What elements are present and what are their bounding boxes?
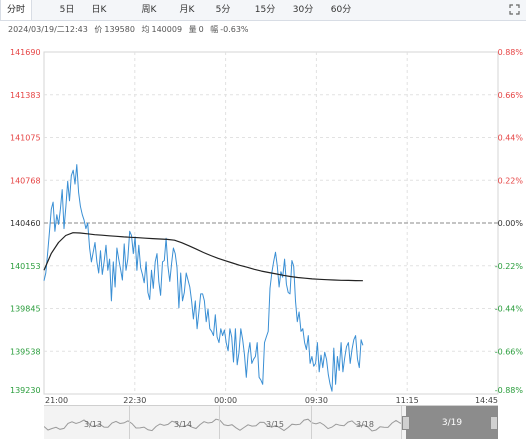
avg-label: 均 [141, 25, 150, 34]
tab-15min[interactable]: 15分 [254, 5, 276, 15]
percent-tick-label: -0.88% [495, 386, 524, 395]
change-value: -0.63% [220, 25, 249, 34]
percent-tick-label: 0.66% [498, 91, 524, 100]
tab-5day[interactable]: 5日 [59, 5, 75, 15]
tab-monthly-k[interactable]: 月K [179, 5, 195, 15]
percent-tick-label: -0.44% [495, 305, 524, 314]
price-tick-label: 139845 [10, 305, 41, 314]
percent-tick-label: 0.88% [498, 48, 524, 57]
time-tick-label: 14:45 [475, 396, 498, 405]
time-tick-label: 21:00 [45, 396, 68, 405]
change-label: 幅 [210, 25, 219, 34]
volume-value: 0 [198, 25, 204, 34]
tab-60min[interactable]: 60分 [330, 5, 352, 15]
navigator-right-handle[interactable] [490, 416, 498, 430]
price-tick-label: 139538 [10, 347, 41, 356]
average-price-line [43, 232, 363, 282]
navigator-date-label: 3/15 [266, 420, 284, 429]
tab-30min[interactable]: 30分 [292, 5, 314, 15]
tab-weekly-k[interactable]: 周K [141, 5, 157, 15]
price-tick-label: 140460 [10, 219, 41, 228]
percent-tick-label: -0.66% [495, 347, 524, 356]
navigator-day-separator [401, 406, 402, 439]
period-tab-bar: 分时 5日 日K 周K 月K 5分 15分 30分 60分 [0, 0, 526, 21]
price-tick-label: 139230 [10, 386, 41, 395]
price-value: 139580 [104, 25, 135, 34]
avg-value: 140009 [151, 25, 183, 34]
tab-daily-k[interactable]: 日K [91, 5, 107, 15]
intraday-price-chart[interactable]: 141690 0.88% 141383 0.66% 141075 0.44% 140768 0… [0, 0, 526, 405]
volume-label: 量 [188, 25, 197, 34]
percent-tick-label: 0.00% [498, 219, 524, 228]
time-tick-label: 22:30 [123, 396, 146, 405]
price-tick-label: 141690 [10, 48, 41, 57]
price-tick-label: 141383 [10, 91, 41, 100]
navigator-date-label: 3/13 [84, 420, 102, 429]
tab-intraday[interactable]: 分时 [0, 0, 32, 20]
navigator-date-label: 3/14 [174, 420, 192, 429]
price-tick-label: 140768 [10, 176, 41, 185]
price-tick-label: 140153 [10, 262, 41, 271]
navigator-selected-date: 3/19 [441, 418, 463, 428]
navigator-day-separator [219, 406, 220, 439]
navigator-sparkline [44, 418, 405, 432]
quote-datetime: 2024/03/19/二12:43 [8, 25, 88, 34]
fullscreen-icon[interactable] [509, 4, 520, 15]
time-tick-label: 09:30 [305, 396, 328, 405]
navigator-day-separator [311, 406, 312, 439]
tab-5min[interactable]: 5分 [215, 5, 231, 15]
navigator-day-separator [129, 406, 130, 439]
navigator-left-handle[interactable] [402, 416, 410, 430]
navigator-sparkline-path [44, 418, 405, 432]
percent-tick-label: -0.22% [495, 262, 524, 271]
percent-tick-label: 0.22% [498, 176, 524, 185]
time-tick-label: 00:00 [214, 396, 237, 405]
navigator-date-label: 3/18 [356, 420, 374, 429]
price-label: 价 [94, 25, 103, 34]
percent-tick-label: 0.44% [498, 134, 524, 143]
price-tick-label: 141075 [10, 134, 41, 143]
time-tick-label: 11:15 [396, 396, 419, 405]
date-range-navigator[interactable]: 3/13 3/14 3/15 3/18 3/19 [44, 405, 498, 439]
navigator-selection[interactable]: 3/19 [406, 406, 498, 439]
price-line [43, 164, 364, 392]
